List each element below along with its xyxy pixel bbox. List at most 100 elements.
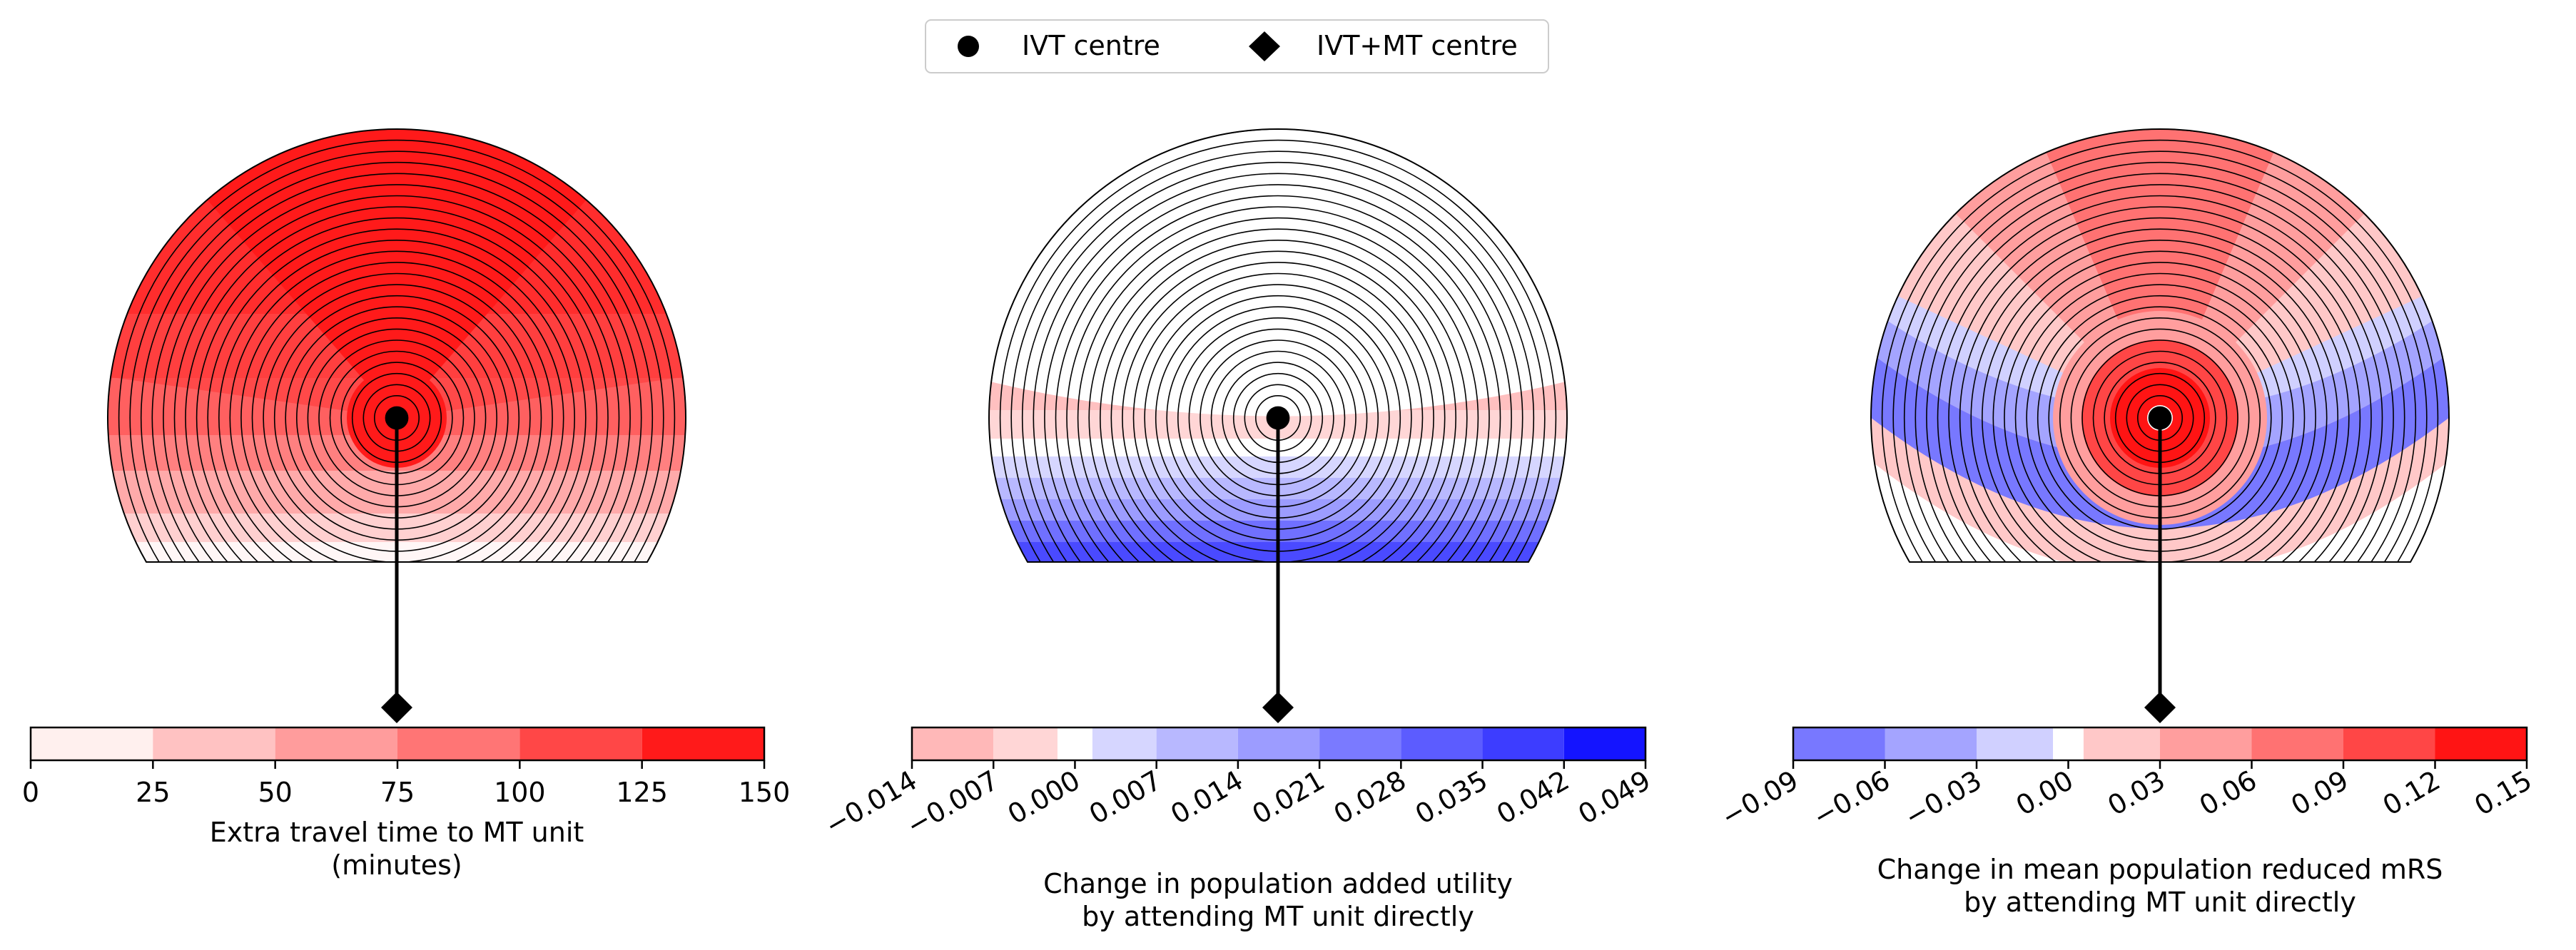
colorbar-bin	[2053, 727, 2084, 760]
colorbar-bin	[1057, 727, 1092, 760]
colorbar-label-line1: Change in mean population reduced mRS	[1877, 854, 2443, 885]
distance-ring	[2014, 272, 2306, 562]
colorbar-label-line2: by attending MT unit directly	[1964, 887, 2356, 918]
colorbar-tick-label: 75	[380, 777, 415, 808]
colorbar-tick-label: 0.042	[1491, 765, 1574, 831]
colorbar-bin	[1237, 727, 1320, 760]
colorbar-tick-label: 50	[258, 777, 292, 808]
colorbar-bin	[1563, 727, 1646, 760]
distance-ring	[1088, 228, 1468, 562]
distance-ring	[1915, 173, 2405, 562]
ivt-centre-marker	[1267, 407, 1289, 429]
ivt-mt-centre-marker	[1262, 692, 1294, 723]
colorbar-tick-label: −0.06	[1807, 765, 1895, 833]
colorbar-tick-label: 25	[136, 777, 170, 808]
colorbar-tick-label: 0	[22, 777, 39, 808]
colorbar-tick-label: 0.03	[2102, 765, 2170, 822]
colorbar-tick-label: 0.000	[1003, 765, 1085, 831]
heat-cell	[1871, 446, 2449, 562]
colorbar-bin	[2251, 727, 2343, 760]
legend-ivt-mt-centre-marker	[1249, 31, 1280, 61]
distance-ring	[2004, 262, 2316, 562]
colorbar-tick-label: 150	[739, 777, 791, 808]
colorbar-tick-label: 0.15	[2469, 765, 2537, 822]
colorbar-bin	[2160, 727, 2252, 760]
colorbar-bin	[31, 727, 153, 760]
colorbar-bin	[1977, 727, 2054, 760]
colorbar-bin	[1156, 727, 1238, 760]
colorbar-bin	[275, 727, 397, 760]
panel-reduced-mrs: −0.09 −0.06 −0.03 0.00 0.03 0.06 0.09 0.12 0.15 …	[1716, 128, 2537, 918]
heat-cell	[1871, 339, 2449, 528]
colorbar-bin	[1319, 727, 1401, 760]
colorbar-reduced-mrs: −0.09 −0.06 −0.03 0.00 0.03 0.06 0.09 0.12 0.15	[1716, 726, 2537, 833]
colorbar-bin	[2083, 727, 2160, 760]
distance-ring	[251, 272, 542, 563]
colorbar-bin	[1885, 727, 1977, 760]
map-outline	[1870, 128, 2450, 563]
colorbar-tick-label: −0.014	[820, 765, 923, 842]
colorbar-bin	[1793, 727, 1885, 760]
distance-ring	[151, 173, 642, 563]
colorbar-tick-label: 0.00	[2011, 765, 2079, 822]
heatmap-added-utility	[989, 128, 1567, 562]
distance-ring	[1010, 150, 1546, 562]
colorbar-frame	[911, 726, 1647, 762]
colorbar-tick-label: −0.007	[901, 765, 1004, 842]
distance-ring	[1903, 161, 2417, 562]
ivt-centre-marker	[2149, 407, 2171, 429]
colorbar-bin	[2343, 727, 2435, 760]
distance-ring	[129, 150, 664, 563]
colorbar-bin	[397, 727, 520, 760]
distance-ring	[140, 161, 654, 563]
legend-ivt-centre-label: IVT centre	[1022, 30, 1160, 61]
colorbar-label-line1: Extra travel time to MT unit	[210, 817, 584, 848]
colorbar-tick-label: 0.028	[1329, 765, 1411, 831]
legend: IVT centre IVT+MT centre	[925, 19, 1549, 73]
colorbar-bin	[519, 727, 642, 760]
distance-ring	[1881, 139, 2439, 562]
heat-cell	[1871, 297, 2449, 461]
distance-ring	[163, 184, 631, 563]
distance-ring	[1970, 228, 2350, 562]
colorbar-tick-label: 0.007	[1084, 765, 1167, 831]
colorbar-tick-label: 0.09	[2286, 765, 2353, 822]
distance-ring	[218, 239, 575, 563]
distance-ring	[240, 262, 553, 563]
ivt-centre-marker	[385, 407, 408, 429]
distance-ring	[1892, 150, 2428, 562]
colorbar-tick-label: 125	[616, 777, 668, 808]
colorbar-tick-label: 0.12	[2378, 765, 2445, 822]
distance-ring	[1132, 272, 1424, 562]
distance-ring	[173, 195, 620, 563]
colorbar-bin	[2435, 727, 2527, 760]
heat-cell	[161, 147, 632, 418]
colorbar-bin	[1092, 727, 1157, 760]
colorbar-bin	[642, 727, 764, 760]
distance-ring	[1100, 239, 1457, 562]
colorbar-tick-label: −0.03	[1900, 765, 1987, 833]
distance-ring	[1982, 239, 2339, 562]
distance-ring	[1992, 250, 2328, 562]
distance-ring	[185, 206, 609, 563]
distance-ring	[999, 139, 1557, 562]
colorbar-tick-label: 0.014	[1165, 765, 1248, 831]
colorbar-bin	[1401, 727, 1483, 760]
colorbar-tick-label: 100	[494, 777, 546, 808]
colorbar-travel-time: 0 25 50 75 100 125 150	[22, 726, 791, 808]
distance-ring	[1937, 195, 2383, 562]
ivt-mt-centre-marker	[381, 692, 412, 723]
heat-cell	[989, 275, 1567, 417]
colorbar-label-line2: by attending MT unit directly	[1082, 901, 1474, 932]
distance-ring	[1021, 161, 1535, 562]
legend-ivt-mt-centre-label: IVT+MT centre	[1317, 30, 1518, 61]
colorbar-tick-label: 0.021	[1247, 765, 1329, 831]
distance-ring	[1044, 184, 1512, 562]
colorbar-label-line2: (minutes)	[331, 849, 462, 881]
distance-ring	[207, 228, 587, 563]
colorbar-bin	[1482, 727, 1564, 760]
distance-ring	[118, 139, 676, 563]
legend-ivt-centre-marker	[958, 36, 979, 57]
map-outline	[988, 128, 1568, 563]
